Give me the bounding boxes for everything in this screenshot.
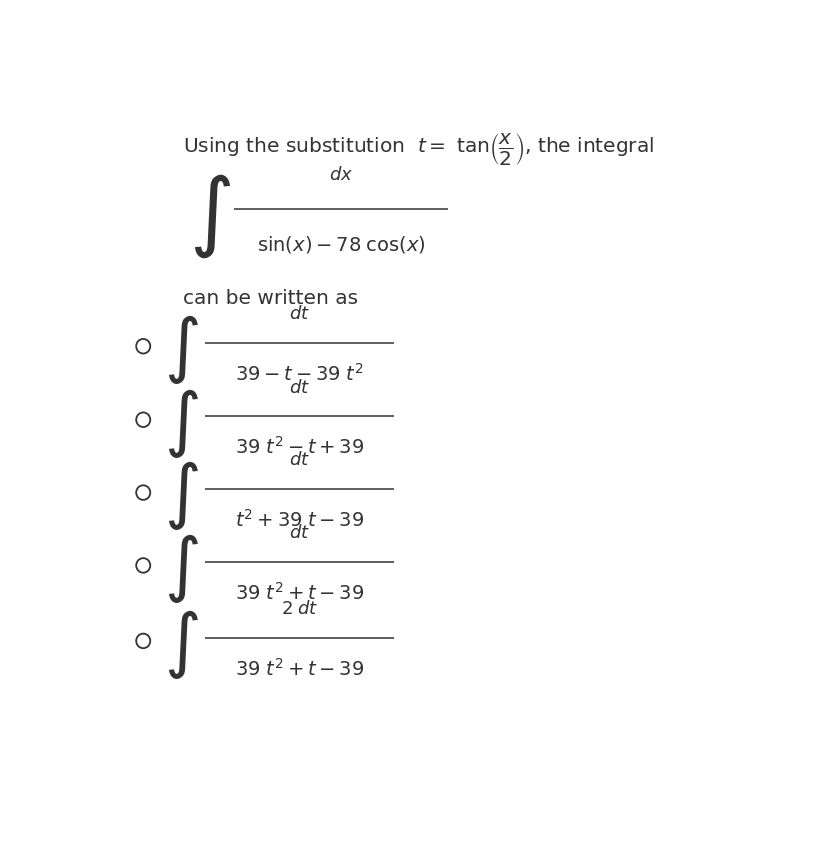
Text: $2\;dt$: $2\;dt$ — [281, 599, 318, 617]
Text: $39\;t^2 + t - 39$: $39\;t^2 + t - 39$ — [235, 657, 364, 679]
Text: $39\;t^2 + t - 39$: $39\;t^2 + t - 39$ — [235, 582, 364, 604]
Text: $\int$: $\int$ — [164, 313, 199, 386]
Text: $t^2 + 39\;t - 39$: $t^2 + 39\;t - 39$ — [235, 509, 364, 531]
Text: $dt$: $dt$ — [289, 305, 310, 323]
Text: $dt$: $dt$ — [289, 378, 310, 396]
Text: $dt$: $dt$ — [289, 525, 310, 543]
Text: Using the substitution  $t=$ $\tan\!\left(\dfrac{x}{2}\right)$, the integral: Using the substitution $t=$ $\tan\!\left… — [183, 131, 654, 167]
Text: $39 - t - 39\;t^2$: $39 - t - 39\;t^2$ — [235, 363, 363, 384]
Text: $dx$: $dx$ — [329, 166, 353, 184]
Text: $\int$: $\int$ — [190, 172, 232, 260]
Text: can be written as: can be written as — [183, 289, 358, 308]
Text: $\int$: $\int$ — [164, 608, 199, 681]
Text: $\sin(x) - 78\;\cos(x)$: $\sin(x) - 78\;\cos(x)$ — [256, 234, 425, 255]
Text: $dt$: $dt$ — [289, 452, 310, 470]
Text: $\int$: $\int$ — [164, 532, 199, 605]
Text: $\int$: $\int$ — [164, 386, 199, 459]
Text: $\int$: $\int$ — [164, 459, 199, 532]
Text: $39\;t^2 - t + 39$: $39\;t^2 - t + 39$ — [235, 436, 364, 458]
